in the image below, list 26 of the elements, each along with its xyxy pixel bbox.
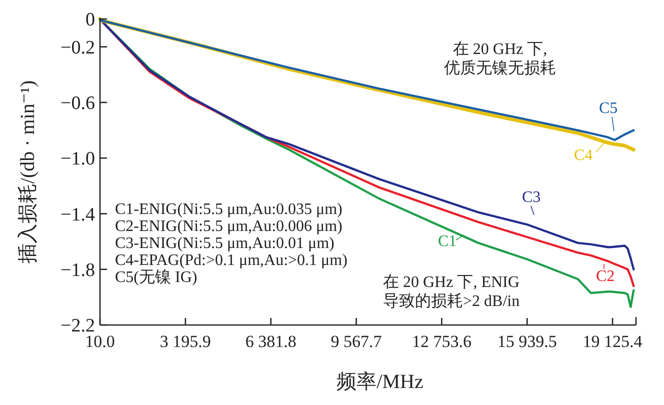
x-tick-label: 15 939.5: [497, 332, 557, 351]
annotation: 在 20 GHz 下, ENIG 导致的损耗>2 dB/in: [383, 274, 520, 310]
y-axis-title: 插入损耗/(db · min⁻¹): [17, 80, 39, 264]
y-tick-label: −1.0: [60, 148, 95, 170]
y-tick-label: −1.8: [60, 260, 95, 282]
annotation: C3-ENIG(Ni:5.5 μm,Au:0.01 μm): [115, 235, 334, 252]
x-tick-label: 12 753.6: [412, 332, 472, 351]
x-tick-label: 3 195.9: [160, 332, 211, 351]
y-tick-label: −0.2: [60, 37, 95, 58]
legend-label: C1: [438, 233, 457, 250]
x-axis-title: 频率/MHz: [336, 371, 424, 393]
annotation: 在 20 GHz 下, 优质无镍无损耗: [444, 41, 556, 77]
series-label: C5: [599, 100, 618, 117]
annotation: C4-EPAG(Pd:>0.1 μm,Au:>0.1 μm): [115, 252, 348, 269]
x-tick-label: 19 125.4: [582, 332, 643, 351]
legend-label: C4: [574, 147, 593, 164]
annotation: C1-ENIG(Ni:5.5 μm,Au:0.035 μm): [115, 201, 342, 218]
x-tick-label: 6 381.8: [245, 332, 296, 351]
y-tick-label: 0: [86, 10, 95, 31]
y-tick-label: −1.4: [60, 204, 96, 226]
y-tick-label: −0.6: [60, 93, 95, 114]
series-label: C2: [596, 268, 615, 285]
series-label: C3: [522, 189, 541, 206]
annotation: C5(无镍 IG): [115, 269, 198, 286]
x-tick-label: 9 567.7: [330, 332, 382, 351]
annotation: C2-ENIG(Ni:5.5 μm,Au:0.006 μm): [115, 218, 342, 235]
